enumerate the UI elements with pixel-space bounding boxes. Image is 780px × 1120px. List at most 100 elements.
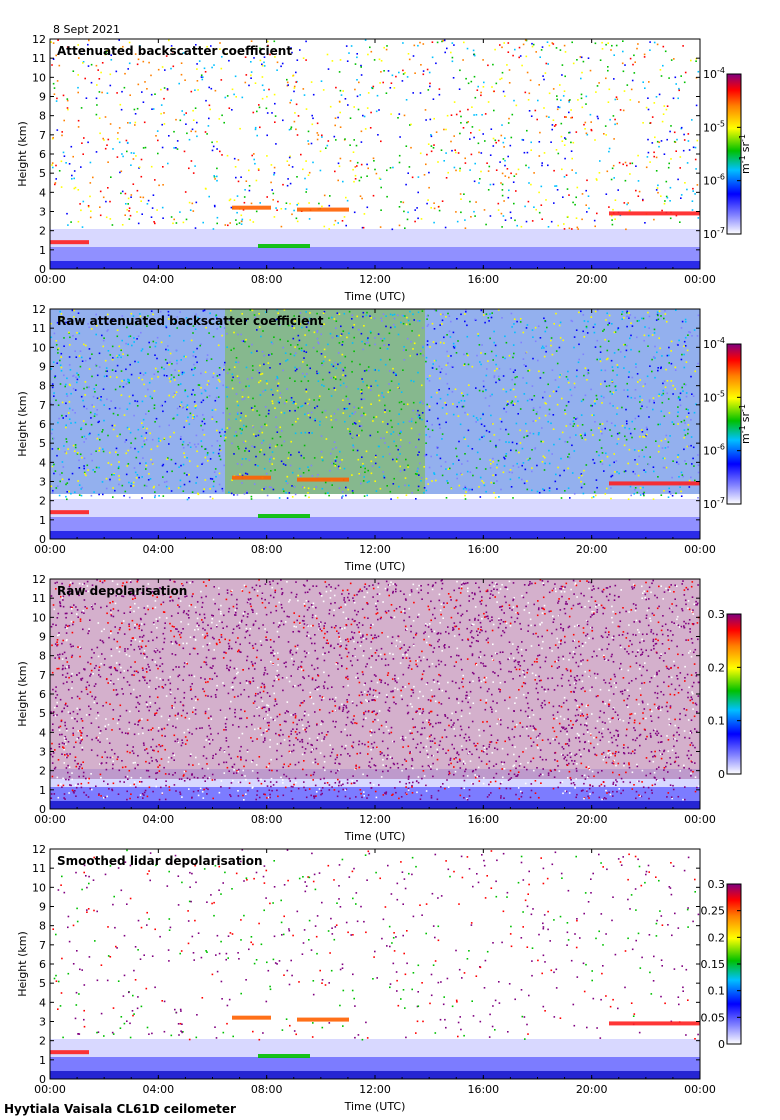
y-tick-label: 0 — [39, 1073, 46, 1086]
colorbar-tick-label: 0.2 — [708, 931, 726, 944]
heatmap-field — [50, 39, 700, 269]
y-tick-label: 9 — [39, 901, 46, 914]
heatmap-field — [50, 309, 700, 539]
y-axis-label: Height (km) — [16, 931, 29, 997]
y-tick-label: 7 — [39, 399, 46, 412]
colorbar-tick-label: 10-7 — [703, 496, 725, 511]
x-axis-label: Time (UTC) — [344, 830, 406, 843]
x-tick-label: 12:00 — [359, 273, 391, 286]
y-tick-label: 4 — [39, 726, 46, 739]
x-tick-label: 20:00 — [576, 813, 608, 826]
colorbar-tick-label: 0.1 — [708, 985, 726, 998]
y-tick-label: 0 — [39, 803, 46, 816]
colorbar-tick-label: 0.25 — [701, 905, 726, 918]
y-tick-label: 5 — [39, 977, 46, 990]
y-tick-label: 1 — [39, 514, 46, 527]
colorbar-tick-label: 0 — [718, 768, 725, 781]
colorbar-tick-label: 0.1 — [708, 715, 726, 728]
y-tick-label: 10 — [32, 71, 46, 84]
y-tick-label: 8 — [39, 110, 46, 123]
y-tick-label: 4 — [39, 186, 46, 199]
y-tick-label: 7 — [39, 939, 46, 952]
x-tick-label: 16:00 — [467, 1083, 499, 1096]
y-axis-label: Height (km) — [16, 391, 29, 457]
x-axis-label: Time (UTC) — [344, 560, 406, 573]
x-tick-label: 04:00 — [142, 1083, 174, 1096]
x-tick-label: 12:00 — [359, 813, 391, 826]
panel-title: Raw depolarisation — [57, 584, 187, 598]
colorbar — [726, 613, 742, 775]
y-tick-label: 5 — [39, 437, 46, 450]
y-tick-label: 2 — [39, 225, 46, 238]
x-tick-label: 00:00 — [34, 1083, 66, 1096]
panel-title: Raw attenuated backscatter coefficient — [57, 314, 324, 328]
y-tick-label: 1 — [39, 1054, 46, 1067]
colorbar-tick-label: 0.05 — [701, 1011, 726, 1024]
x-tick-label: 00:00 — [684, 273, 716, 286]
x-axis-label: Time (UTC) — [344, 1100, 406, 1113]
panels: Attenuated backscatter coefficient012345… — [16, 33, 752, 1113]
x-tick-label: 00:00 — [684, 543, 716, 556]
y-tick-label: 12 — [32, 33, 46, 46]
x-tick-label: 00:00 — [34, 273, 66, 286]
y-axis-label: Height (km) — [16, 661, 29, 727]
y-tick-label: 9 — [39, 631, 46, 644]
colorbar — [726, 343, 742, 505]
x-tick-label: 20:00 — [576, 1083, 608, 1096]
y-tick-label: 1 — [39, 784, 46, 797]
x-tick-label: 00:00 — [34, 543, 66, 556]
colorbar-tick-label: 10-6 — [703, 173, 725, 188]
colorbar-tick-label: 0.3 — [708, 878, 726, 891]
x-tick-label: 16:00 — [467, 543, 499, 556]
y-tick-label: 11 — [32, 862, 46, 875]
x-tick-label: 20:00 — [576, 273, 608, 286]
y-tick-label: 2 — [39, 765, 46, 778]
date-label: 8 Sept 2021 — [53, 23, 120, 36]
x-tick-label: 12:00 — [359, 543, 391, 556]
x-tick-label: 16:00 — [467, 273, 499, 286]
colorbar-tick-label: 10-6 — [703, 443, 725, 458]
y-tick-label: 4 — [39, 456, 46, 469]
x-tick-label: 08:00 — [251, 273, 283, 286]
x-tick-label: 20:00 — [576, 543, 608, 556]
colorbar-tick-label: 10-4 — [703, 66, 725, 81]
x-tick-label: 04:00 — [142, 813, 174, 826]
x-tick-label: 08:00 — [251, 813, 283, 826]
colorbar-tick-label: 0.2 — [708, 661, 726, 674]
y-tick-label: 11 — [32, 322, 46, 335]
y-tick-label: 0 — [39, 263, 46, 276]
x-axis-label: Time (UTC) — [344, 290, 406, 303]
y-tick-label: 0 — [39, 533, 46, 546]
panel-title: Smoothed lidar depolarisation — [57, 854, 263, 868]
y-tick-label: 8 — [39, 650, 46, 663]
x-tick-label: 08:00 — [251, 1083, 283, 1096]
colorbar-tick-label: 10-5 — [703, 389, 725, 404]
y-tick-label: 10 — [32, 341, 46, 354]
x-tick-label: 08:00 — [251, 543, 283, 556]
y-tick-label: 9 — [39, 361, 46, 374]
y-tick-label: 10 — [32, 881, 46, 894]
y-tick-label: 5 — [39, 167, 46, 180]
y-tick-label: 6 — [39, 418, 46, 431]
y-tick-label: 6 — [39, 688, 46, 701]
y-tick-label: 9 — [39, 91, 46, 104]
y-tick-label: 11 — [32, 592, 46, 605]
panel-1: Attenuated backscatter coefficient012345… — [16, 33, 752, 303]
y-tick-label: 8 — [39, 380, 46, 393]
x-tick-label: 04:00 — [142, 273, 174, 286]
colorbar — [726, 73, 742, 235]
y-tick-label: 12 — [32, 843, 46, 856]
heatmap-field — [50, 579, 700, 809]
y-tick-label: 11 — [32, 52, 46, 65]
y-axis-label: Height (km) — [16, 121, 29, 187]
y-tick-label: 6 — [39, 958, 46, 971]
y-tick-label: 2 — [39, 1035, 46, 1048]
y-tick-label: 1 — [39, 244, 46, 257]
y-tick-label: 3 — [39, 1016, 46, 1029]
y-tick-label: 5 — [39, 707, 46, 720]
colorbar-tick-label: 0 — [718, 1038, 725, 1051]
y-tick-label: 10 — [32, 611, 46, 624]
y-tick-label: 12 — [32, 573, 46, 586]
